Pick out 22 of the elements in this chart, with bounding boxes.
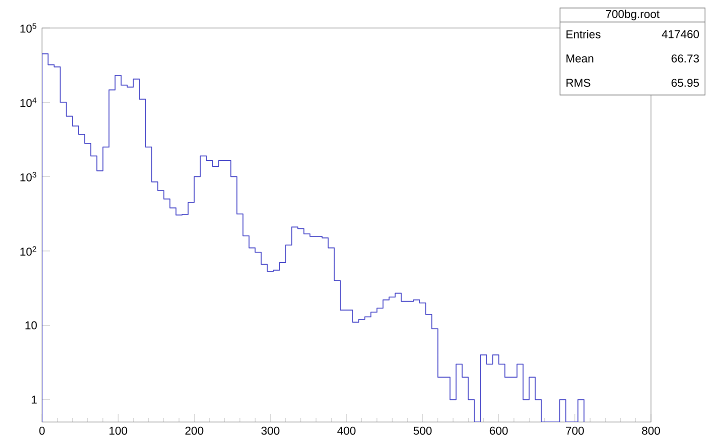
- x-tick-label: 400: [337, 426, 356, 435]
- x-tick-label: 500: [414, 426, 432, 435]
- x-tick-label: 300: [261, 426, 280, 435]
- y-tick-label: 10$^{5}$: [20, 23, 36, 33]
- text: 700bg.root: [606, 10, 660, 20]
- y-tick-label: 10$^{3}$: [20, 172, 36, 182]
- x-tick-label: 0: [39, 426, 45, 435]
- annotation: Mean: [566, 54, 594, 62]
- text: 65.95: [672, 78, 699, 87]
- x-tick-label: 800: [642, 426, 660, 435]
- x-tick-label: 700: [566, 426, 584, 435]
- x-tick-label: 200: [185, 426, 204, 435]
- y-tick-label: 10: [26, 321, 37, 330]
- y-tick-label: 10$^{2}$: [20, 246, 36, 256]
- text: 417460: [662, 30, 699, 38]
- annotation: Entries: [566, 30, 600, 38]
- text: 66.73: [672, 54, 699, 63]
- annotation: RMS: [566, 78, 590, 87]
- y-tick-label: 1: [32, 396, 37, 404]
- x-tick-label: 100: [110, 426, 128, 435]
- y-tick-label: 10$^{4}$: [20, 98, 36, 107]
- x-tick-label: 600: [490, 426, 508, 435]
